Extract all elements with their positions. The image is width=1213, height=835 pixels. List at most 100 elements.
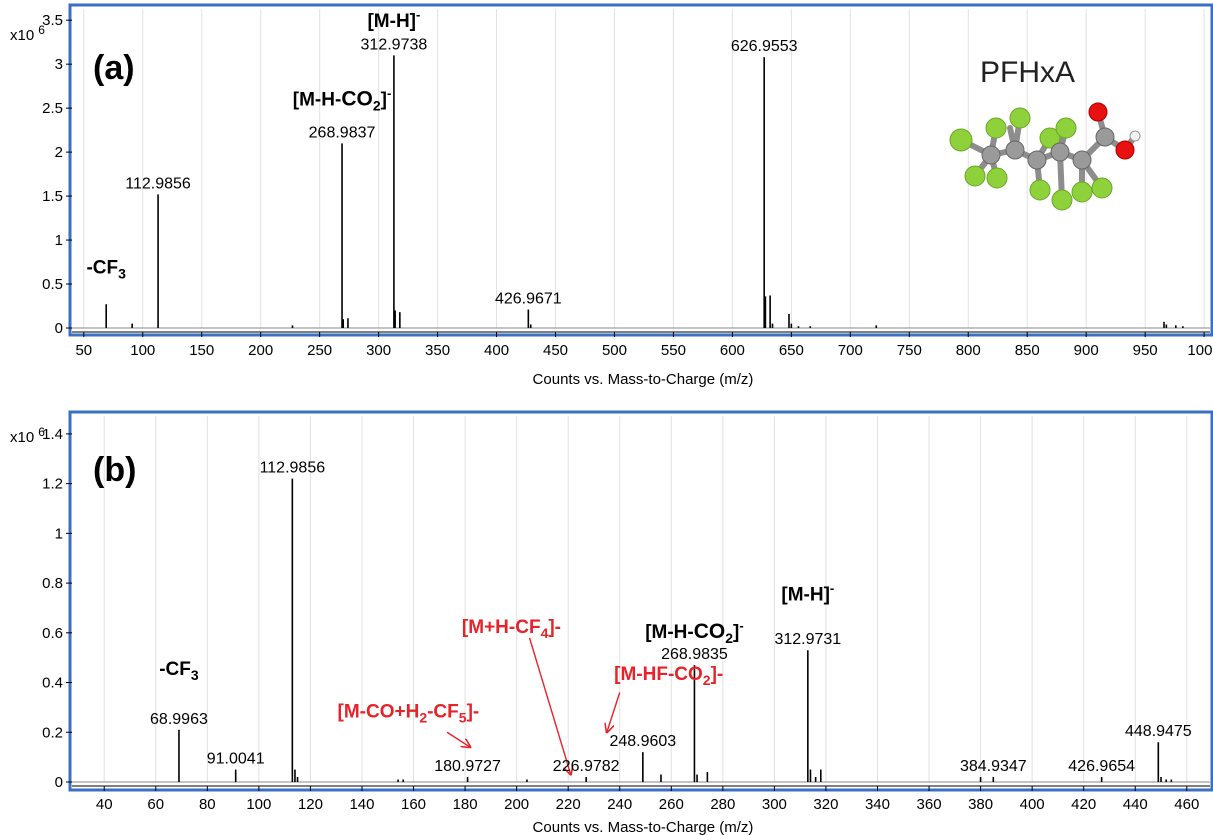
panel-b-frame	[68, 410, 1213, 792]
peak-label: 268.9835	[661, 646, 728, 663]
x-tick-label: 650	[779, 342, 804, 359]
y-tick-label: 0.4	[42, 675, 63, 692]
x-tick-label: 450	[543, 342, 568, 359]
x-tick-label: 950	[1133, 342, 1158, 359]
x-tick-label: 280	[710, 796, 735, 813]
y-tick-label: 3.5	[42, 12, 63, 29]
panel-a-y-ticks: 0 0.5 1 1.5 2 2.5 3 3.5	[42, 12, 72, 337]
y-tick-label: 3	[55, 56, 63, 73]
peak-label: 68.9963	[150, 711, 208, 728]
x-tick-label: 80	[199, 796, 216, 813]
peak-label: 448.9475	[1125, 723, 1192, 740]
y-tick-label: 0	[55, 774, 63, 791]
panel-a-x-ticks: 50 100 150 200 250 300 350 400 450 500 550 600 650 70…	[72, 331, 1213, 359]
x-tick-label: 180	[453, 796, 478, 813]
peak-label: 91.0041	[207, 751, 265, 768]
panel-b-x-ticks: 40 60 80 100 120 140 160 180 200 220 240 260 280 300 3…	[72, 785, 1210, 813]
x-tick-label: 100	[130, 342, 155, 359]
x-tick-label: 50	[75, 342, 92, 359]
x-tick-label: 100	[246, 796, 271, 813]
y-tick-label: 2	[55, 144, 63, 161]
peak-label: 384.9347	[960, 758, 1027, 775]
panel-b-peaks	[178, 478, 1173, 782]
ion-annotation: [M+H-CF4]-	[462, 617, 561, 641]
molecule-name: PFHxA	[980, 56, 1075, 89]
ion-annotation: [M-CO+H2-CF5]-	[338, 701, 480, 725]
peak-label: 268.9837	[309, 124, 376, 141]
x-tick-label: 500	[602, 342, 627, 359]
peak-label: 112.9856	[125, 175, 191, 192]
y-tick-label: 1	[55, 525, 63, 542]
x-tick-label: 120	[298, 796, 323, 813]
y-tick-label: 0.2	[42, 724, 63, 741]
x-tick-label: 700	[838, 342, 863, 359]
x-tick-label: 160	[401, 796, 426, 813]
y-tick-label: 1.2	[42, 476, 63, 493]
ion-annotation: -CF3	[86, 257, 126, 281]
y-tick-label: 1.4	[42, 426, 63, 443]
x-tick-label: 240	[607, 796, 632, 813]
x-tick-label: 360	[917, 796, 942, 813]
x-tick-label: 800	[956, 342, 981, 359]
ion-annotation: [M-H]-	[781, 580, 834, 605]
chart-panel-a: 50 100 150 200 250 300 350 400 450 500 550 600 650 70…	[10, 3, 1213, 388]
ion-annotation: [M-HF-CO2]-	[614, 664, 723, 688]
panel-a-grid	[72, 9, 1210, 329]
x-tick-label: 420	[1071, 796, 1096, 813]
panel-b-arrows	[446, 637, 621, 775]
panel-a-y-multiplier: x10 6	[10, 23, 45, 44]
panel-b-annotations: -CF3 [M-H]- [M-H-CO2]- [M+H-CF4]- [M-HF-CO2]…	[159, 580, 834, 725]
ion-annotation: [M-H-CO2]-	[645, 618, 744, 646]
x-tick-label: 850	[1015, 342, 1040, 359]
peak-label: 226.9782	[553, 758, 620, 775]
annotation-arrow	[446, 731, 470, 747]
peak-label: 248.9603	[609, 733, 676, 750]
x-tick-label: 140	[349, 796, 374, 813]
peak-label: 312.9738	[361, 36, 428, 53]
x-tick-label: 300	[762, 796, 787, 813]
peak-label: 180.9727	[434, 758, 501, 775]
x-tick-label: 400	[484, 342, 509, 359]
panel-a-peak-labels: 112.9856 268.9837 312.9738 426.9671 626.9553	[125, 36, 797, 307]
x-tick-label: 320	[813, 796, 838, 813]
annotation-arrow	[528, 637, 571, 775]
y-tick-label: 0	[55, 320, 63, 337]
y-tick-label: 0.6	[42, 625, 63, 642]
x-tick-label: 550	[661, 342, 686, 359]
panel-b-x-axis-title: Counts vs. Mass-to-Charge (m/z)	[533, 819, 754, 835]
x-tick-label: 40	[96, 796, 113, 813]
y-tick-label: 0.5	[42, 276, 63, 293]
x-tick-label: 350	[425, 342, 450, 359]
x-tick-label: 220	[556, 796, 581, 813]
x-tick-label: 60	[147, 796, 164, 813]
x-tick-label: 440	[1123, 796, 1148, 813]
chart-panel-b: 40 60 80 100 120 140 160 180 200 220 240 260 280 300 3…	[10, 410, 1213, 835]
x-tick-label: 460	[1174, 796, 1199, 813]
peak-label: 426.9654	[1068, 758, 1135, 775]
x-tick-label: 300	[366, 342, 391, 359]
y-tick-label: 1	[55, 232, 63, 249]
y-tick-label: 1.5	[42, 188, 63, 205]
x-tick-label: 340	[865, 796, 890, 813]
ion-annotation: [M-H-CO2]-	[293, 85, 392, 113]
peak-label: 312.9731	[774, 631, 841, 648]
x-tick-label: 260	[659, 796, 684, 813]
panel-a-annotations: [M-H]- [M-H-CO2]- -CF3	[86, 7, 420, 281]
ion-annotation: -CF3	[159, 659, 199, 683]
panel-b-peak-labels: 68.9963 91.0041 112.9856 180.9727 226.9782 24…	[150, 460, 1192, 775]
panel-a-peaks	[105, 55, 1184, 328]
ion-annotation: [M-H]-	[367, 7, 420, 32]
panel-b-y-ticks: 0 0.2 0.4 0.6 0.8 1 1.2 1.4	[42, 426, 72, 791]
x-tick-label: 200	[504, 796, 529, 813]
panel-a-x-axis-title: Counts vs. Mass-to-Charge (m/z)	[533, 371, 754, 388]
x-tick-label: 400	[1020, 796, 1045, 813]
annotation-arrow	[607, 692, 621, 732]
x-tick-label: 900	[1074, 342, 1099, 359]
panel-b-grid	[72, 416, 1210, 783]
pfhxa-molecule-image	[949, 102, 1141, 211]
x-tick-label: 380	[968, 796, 993, 813]
x-tick-label: 200	[248, 342, 273, 359]
panel-a-frame	[68, 3, 1213, 337]
